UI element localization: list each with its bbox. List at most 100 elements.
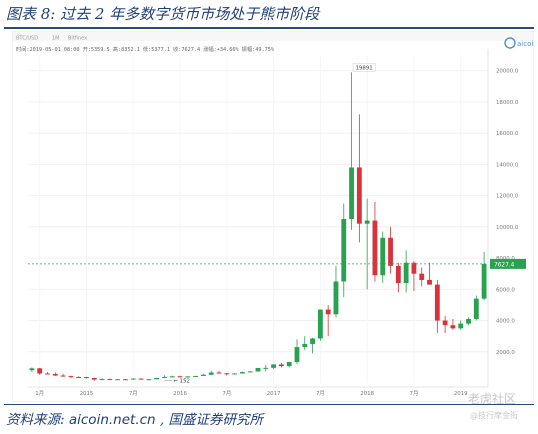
candle — [60, 373, 66, 377]
y-tick-label: 4000.0 — [496, 319, 515, 325]
candle-body — [271, 364, 277, 368]
candle-body — [107, 379, 113, 381]
chart-frame — [12, 31, 534, 402]
y-tick-label: 16000.0 — [496, 131, 519, 137]
candle — [419, 267, 425, 287]
candle-body — [294, 347, 300, 363]
candle-body — [177, 376, 183, 378]
candle — [115, 378, 121, 381]
aicoin-logo: aicoin — [504, 37, 534, 49]
candle-body — [208, 372, 214, 375]
candle — [91, 377, 97, 381]
candle-body — [286, 362, 292, 367]
candle-body — [91, 378, 97, 380]
candle-body — [29, 368, 35, 371]
source-rule — [4, 404, 534, 405]
candle — [162, 375, 167, 379]
candle-body — [419, 273, 425, 280]
candle — [208, 370, 214, 376]
candle — [458, 320, 464, 330]
high-marker-label: 19891 — [356, 65, 373, 71]
candle — [380, 231, 386, 284]
candle-body — [146, 379, 152, 381]
x-tick-label: 2018 — [360, 391, 374, 397]
candle-body — [224, 373, 230, 375]
candle — [255, 367, 261, 372]
watermark: 老虎社区 — [468, 392, 517, 406]
high-marker-box — [352, 63, 376, 72]
candle-body — [99, 379, 105, 381]
candle-body — [123, 379, 128, 381]
y-tick-label: 6000.0 — [496, 287, 515, 293]
candle — [481, 251, 487, 301]
source-suffix: , 国盛证券研究所 — [159, 412, 263, 428]
candle — [45, 372, 50, 375]
candle-body — [380, 237, 386, 276]
candle-body — [115, 379, 121, 381]
candle-body — [193, 375, 199, 377]
candle-body — [255, 368, 261, 372]
candle — [317, 309, 323, 341]
source-prefix: 资料来源: — [6, 412, 65, 428]
candle — [466, 317, 471, 326]
candle-body — [372, 220, 378, 276]
candle-body — [325, 309, 331, 315]
candle — [364, 198, 370, 290]
candle-body — [76, 376, 82, 378]
candle — [37, 368, 43, 375]
candle-body — [263, 367, 269, 369]
x-tick-label: 7月 — [129, 390, 138, 397]
x-tick-label: 2016 — [173, 391, 187, 397]
candle — [473, 295, 479, 321]
candle-body — [162, 377, 167, 379]
candle — [403, 250, 409, 293]
candle — [294, 339, 300, 365]
ohlc-readout: 时间:2019-05-01 08:00 开:5359.5 高:8352.1 低:… — [16, 45, 275, 53]
candle-body — [68, 376, 74, 378]
candle — [427, 262, 432, 285]
chart-tags: BTC/USD 1M Bitfinex — [16, 36, 87, 42]
candle-body — [247, 371, 253, 373]
last-price-label: 7627.4 — [494, 262, 515, 268]
candle — [271, 364, 277, 369]
candle — [349, 72, 354, 230]
candle — [232, 373, 238, 375]
candle-body — [450, 325, 456, 329]
candle-body — [356, 167, 362, 224]
candle — [138, 378, 144, 380]
candle-body — [364, 220, 370, 224]
x-tick-label: 2019 — [454, 391, 468, 397]
candle-body — [434, 284, 440, 321]
candle-body — [473, 298, 479, 319]
candle — [146, 378, 152, 381]
chart-panel[interactable]: 2000.04000.06000.08000.010000.012000.014… — [12, 31, 534, 402]
chart-toolbar — [13, 32, 533, 41]
candle-body — [403, 262, 409, 284]
candle-body — [52, 373, 58, 376]
candle-body — [481, 263, 487, 299]
candle-body — [341, 219, 347, 282]
x-tick-label: 2015 — [80, 391, 94, 397]
figure-title: 图表 8: 过去 2 年多数字货币市场处于熊市阶段 — [6, 5, 320, 23]
candle-body — [201, 374, 206, 376]
candle — [201, 373, 206, 377]
chart-svg[interactable]: 2000.04000.06000.08000.010000.012000.014… — [12, 31, 534, 402]
candle — [224, 373, 230, 376]
source-line: 资料来源: aicoin.net.cn , 国盛证券研究所 — [6, 408, 263, 428]
candle-body — [302, 343, 308, 348]
candle — [341, 203, 347, 298]
candle — [302, 336, 308, 351]
last-price-tag — [490, 258, 526, 269]
candle — [356, 114, 362, 243]
chart-tag-1: 1M — [52, 36, 60, 42]
candle — [286, 361, 292, 368]
candle-body — [169, 376, 175, 378]
candle — [216, 370, 222, 374]
candle-body — [466, 318, 471, 324]
candle-body — [60, 375, 66, 377]
candle-body — [154, 378, 160, 380]
y-tick-label: 10000.0 — [496, 225, 519, 231]
candle — [107, 378, 113, 381]
candle-body — [395, 265, 401, 284]
candle — [29, 367, 35, 373]
